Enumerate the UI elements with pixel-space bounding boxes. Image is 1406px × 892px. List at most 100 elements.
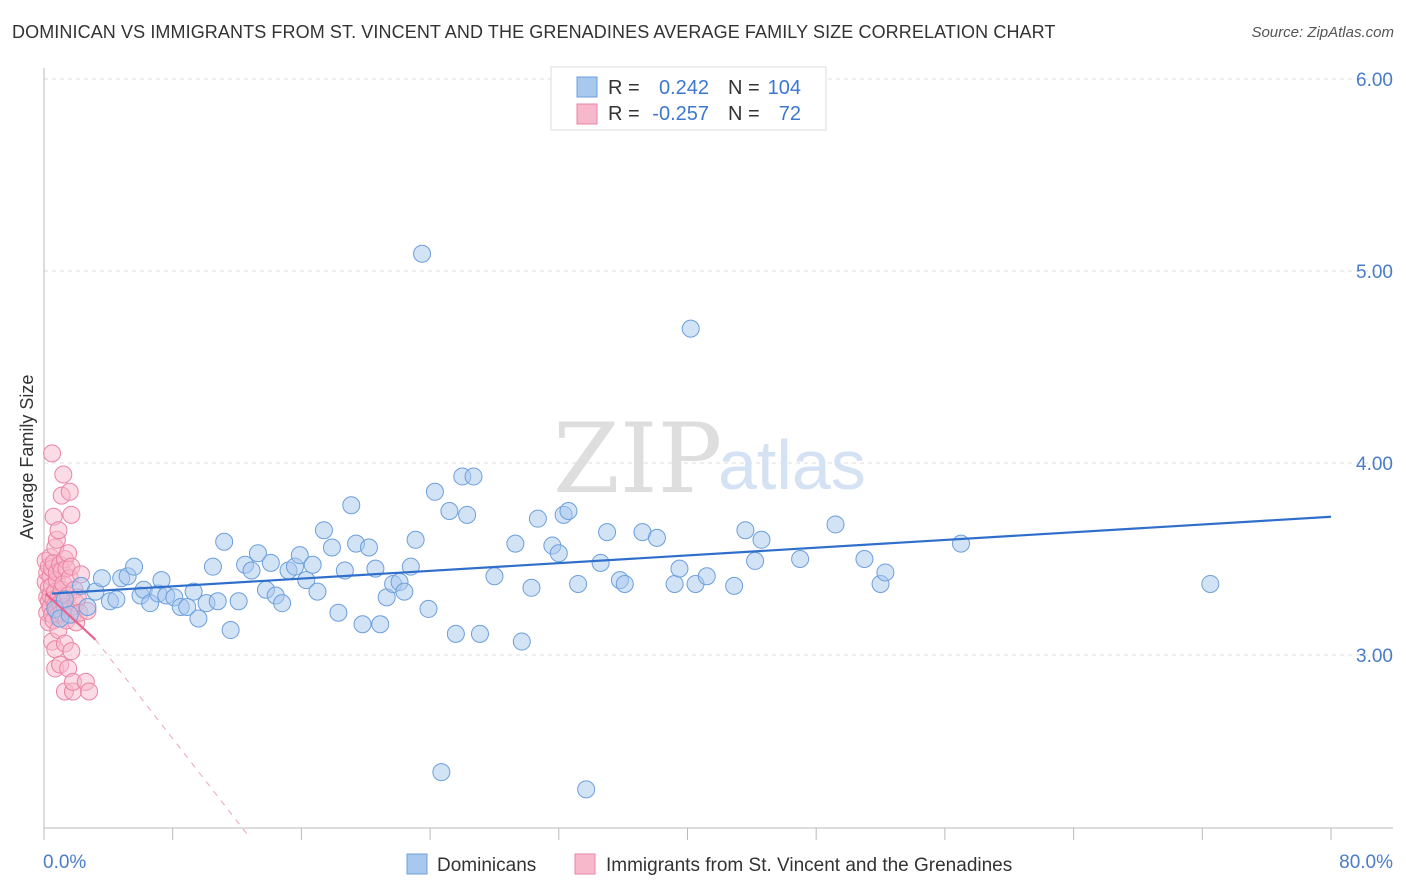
dominican-point: [506, 534, 525, 553]
dominican-point: [242, 561, 261, 580]
series-legend: Dominicans Immigrants from St. Vincent a…: [406, 853, 1012, 876]
dominican-point: [598, 523, 617, 542]
dominican-point: [485, 567, 504, 586]
dominican-point: [876, 563, 895, 582]
dominican-point: [569, 574, 588, 593]
legend-n-value-1: 104: [768, 77, 801, 99]
st-vincent-point: [62, 505, 81, 524]
dominican-point: [208, 592, 227, 611]
y-axis-label: Average Family Size: [17, 375, 37, 540]
bottom-legend-label-dominicans: Dominicans: [437, 855, 536, 876]
bottom-legend-swatch-st-vincent: [574, 853, 596, 875]
dominican-point: [746, 551, 765, 570]
watermark-zip: ZIP: [553, 403, 722, 515]
dominican-point: [432, 763, 451, 782]
dominican-point: [322, 538, 341, 557]
dominican-point: [577, 780, 596, 799]
dominican-point: [303, 555, 322, 574]
dominican-point: [549, 544, 568, 563]
dominican-point: [826, 515, 845, 534]
legend-n-value-2: 72: [779, 103, 801, 125]
dominican-point: [314, 521, 333, 540]
trend-line-dominicans: [51, 515, 1332, 595]
dominican-point: [522, 578, 541, 597]
dominican-point: [464, 467, 483, 486]
dominican-point: [203, 557, 222, 576]
correlation-legend: R = 0.242 N = 104 R = -0.257 N = 72: [550, 66, 827, 131]
dominican-point: [665, 574, 684, 593]
chart-title: DOMINICAN VS IMMIGRANTS FROM ST. VINCENT…: [12, 22, 1056, 42]
x-tick-label-max: 80.0%: [1339, 852, 1393, 873]
y-tick-label: 3.00: [1356, 646, 1393, 667]
dominican-point: [470, 624, 489, 643]
legend-r-value-1: 0.242: [659, 77, 709, 99]
dominican-point: [189, 609, 208, 628]
dominican-point: [229, 592, 248, 611]
dominican-point: [725, 576, 744, 595]
dominican-point: [855, 550, 874, 568]
dominican-point: [446, 624, 465, 643]
dominican-point: [371, 615, 390, 634]
watermark: ZIP atlas: [553, 403, 866, 515]
dominican-point: [221, 621, 240, 640]
bottom-legend-label-st-vincent: Immigrants from St. Vincent and the Gren…: [606, 855, 1012, 876]
axes: [43, 68, 1393, 840]
dominican-point: [413, 244, 432, 263]
dominican-point: [406, 530, 425, 549]
dominican-point: [425, 482, 444, 501]
dominican-point: [261, 553, 280, 572]
dominican-point: [92, 569, 111, 588]
dominican-point: [215, 532, 234, 551]
trend-line-st-vincent: [44, 592, 97, 641]
dominican-point: [353, 615, 372, 634]
dominican-point: [736, 521, 755, 540]
st-vincent-point: [80, 682, 99, 701]
dominican-point: [512, 632, 531, 651]
dominican-point: [681, 319, 700, 338]
legend-r-label-2: R =: [608, 103, 640, 125]
legend-swatch-st-vincent: [576, 103, 598, 125]
y-tick-label: 6.00: [1356, 70, 1393, 91]
dominican-point: [395, 582, 414, 601]
dominican-point: [528, 509, 547, 528]
dominican-point: [1201, 574, 1220, 593]
bottom-legend-swatch-dominicans: [406, 853, 428, 875]
trend-lines: [44, 515, 1332, 834]
dominican-point: [458, 505, 477, 524]
dominican-point: [184, 582, 203, 601]
watermark-atlas: atlas: [718, 426, 866, 504]
legend-n-label-1: N =: [728, 77, 760, 99]
dominican-point: [107, 590, 126, 609]
legend-r-value-2: -0.257: [652, 103, 709, 125]
dominican-point: [591, 553, 610, 572]
dominican-point: [248, 544, 267, 563]
st-vincent-point: [49, 521, 68, 540]
series-dominicans-points: [46, 244, 1220, 799]
dominican-point: [670, 559, 689, 578]
dominican-point: [359, 538, 378, 557]
dominican-point: [419, 599, 438, 618]
dominican-point: [342, 496, 361, 515]
dominican-point: [125, 557, 144, 576]
st-vincent-point: [62, 642, 81, 661]
dominican-point: [297, 571, 316, 590]
dominican-point: [290, 546, 309, 565]
dominican-point: [647, 528, 666, 547]
dominican-point: [178, 598, 197, 616]
dominican-point: [273, 594, 292, 613]
legend-swatch-dominicans: [576, 76, 598, 98]
legend-n-label-2: N =: [728, 103, 760, 125]
y-tick-label: 4.00: [1356, 454, 1393, 475]
dominican-point: [752, 530, 771, 549]
st-vincent-point: [54, 465, 73, 484]
dominican-point: [697, 567, 716, 586]
dominican-point: [615, 574, 634, 593]
y-tick-labels: 3.00 4.00 5.00 6.00: [1356, 70, 1393, 667]
dominican-point: [440, 502, 459, 520]
dominican-point: [329, 603, 348, 622]
series-st-vincent-points: [36, 444, 99, 701]
x-tick-label-min: 0.0%: [43, 852, 86, 873]
dominican-point: [78, 598, 97, 616]
source-credit: Source: ZipAtlas.com: [1251, 24, 1394, 41]
